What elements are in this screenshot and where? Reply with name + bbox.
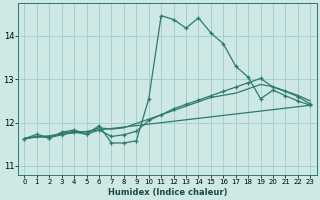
X-axis label: Humidex (Indice chaleur): Humidex (Indice chaleur): [108, 188, 227, 197]
